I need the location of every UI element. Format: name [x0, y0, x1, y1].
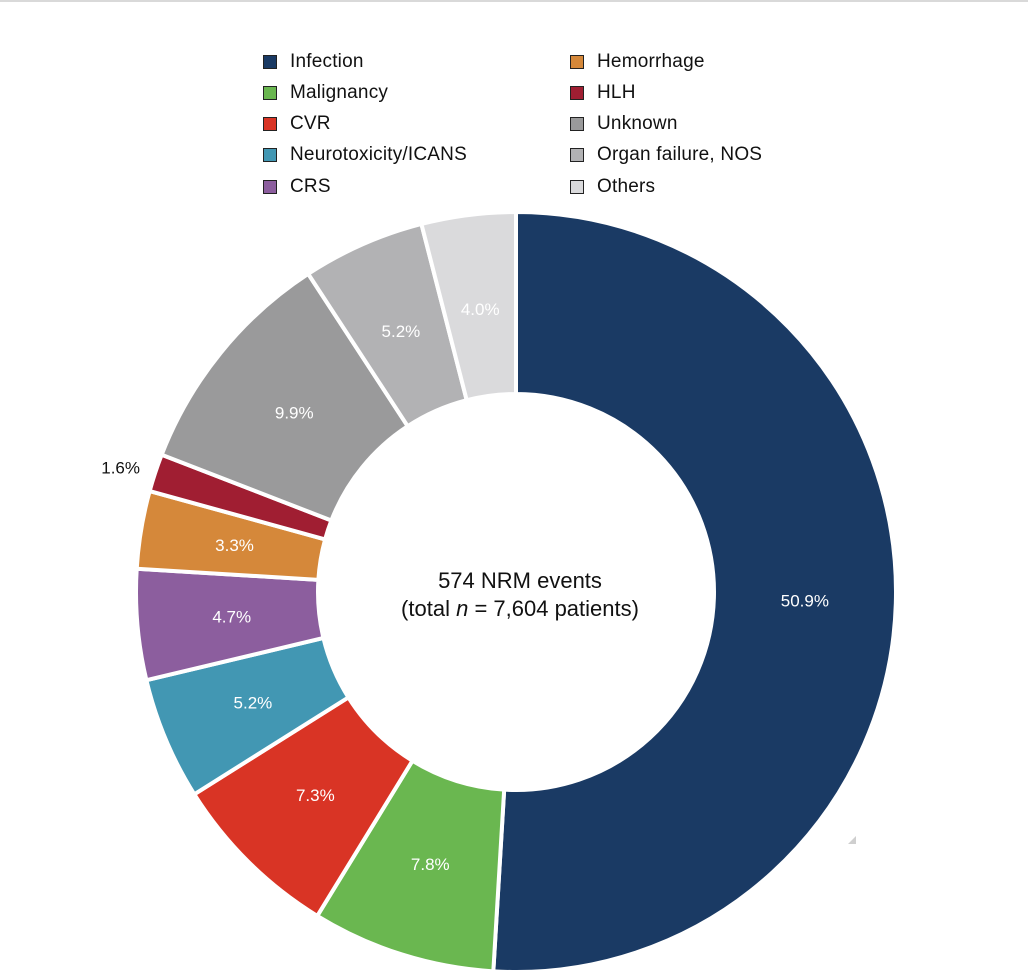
slice-labels: 50.9% 7.8% 7.3% 5.2% 4.7% 3.3% 1.6% 9.9% 5.2% 4.0… — [101, 300, 829, 874]
top-divider — [0, 0, 1028, 2]
slice-label-unknown: 9.9% — [275, 403, 314, 422]
slice-label-cvr: 7.3% — [296, 786, 335, 805]
legend-swatch-hemorrhage — [570, 55, 584, 69]
legend-item-hemorrhage: Hemorrhage — [570, 50, 705, 74]
donut-slices — [134, 209, 898, 974]
legend-item-crs: CRS — [263, 175, 331, 199]
legend-label-cvr: CVR — [290, 113, 331, 134]
legend-swatch-infection — [263, 55, 277, 69]
legend-swatch-neurotoxicity-icans — [263, 148, 277, 162]
legend-item-others: Others — [570, 175, 655, 199]
slice-label-hlh: 1.6% — [101, 459, 140, 478]
legend-label-neurotoxicity-icans: Neurotoxicity/ICANS — [290, 144, 467, 165]
slice-infection — [491, 209, 898, 974]
legend-swatch-hlh — [570, 86, 584, 100]
slice-label-malignancy: 7.8% — [411, 855, 450, 874]
legend-label-malignancy: Malignancy — [290, 82, 389, 103]
legend-swatch-cvr — [263, 117, 277, 131]
legend-swatch-crs — [263, 180, 277, 194]
slice-label-crs: 4.7% — [212, 608, 251, 627]
legend-item-organ-failure-nos: Organ failure, NOS — [570, 143, 762, 167]
slice-label-neurotoxicity-icans: 5.2% — [234, 694, 273, 713]
legend-label-infection: Infection — [290, 51, 364, 72]
legend-swatch-organ-failure-nos — [570, 148, 584, 162]
legend-label-others: Others — [597, 176, 656, 197]
legend-label-organ-failure-nos: Organ failure, NOS — [597, 144, 763, 165]
legend-label-unknown: Unknown — [597, 113, 678, 134]
slice-label-organ-failure-nos: 5.2% — [382, 322, 421, 341]
legend-swatch-malignancy — [263, 86, 277, 100]
legend-item-hlh: HLH — [570, 81, 636, 105]
slice-label-others: 4.0% — [461, 300, 500, 319]
chart-legend: Infection Malignancy CVR Neurotoxicity/ICAN… — [263, 50, 823, 202]
legend-item-infection: Infection — [263, 50, 364, 74]
legend-label-hemorrhage: Hemorrhage — [597, 51, 705, 72]
legend-label-hlh: HLH — [597, 82, 636, 103]
legend-swatch-others — [570, 180, 584, 194]
slice-label-hemorrhage: 3.3% — [215, 536, 254, 555]
legend-label-crs: CRS — [290, 176, 331, 197]
legend-item-malignancy: Malignancy — [263, 81, 388, 105]
legend-swatch-unknown — [570, 117, 584, 131]
corner-mark — [848, 836, 856, 844]
legend-item-cvr: CVR — [263, 112, 331, 136]
legend-item-unknown: Unknown — [570, 112, 678, 136]
center-text-line1: 574 NRM events — [438, 568, 602, 593]
slice-label-infection: 50.9% — [781, 592, 829, 611]
center-text-line2: (total n = 7,604 patients) — [401, 596, 639, 621]
legend-item-neurotoxicity-icans: Neurotoxicity/ICANS — [263, 143, 467, 167]
slice-others — [418, 209, 518, 403]
